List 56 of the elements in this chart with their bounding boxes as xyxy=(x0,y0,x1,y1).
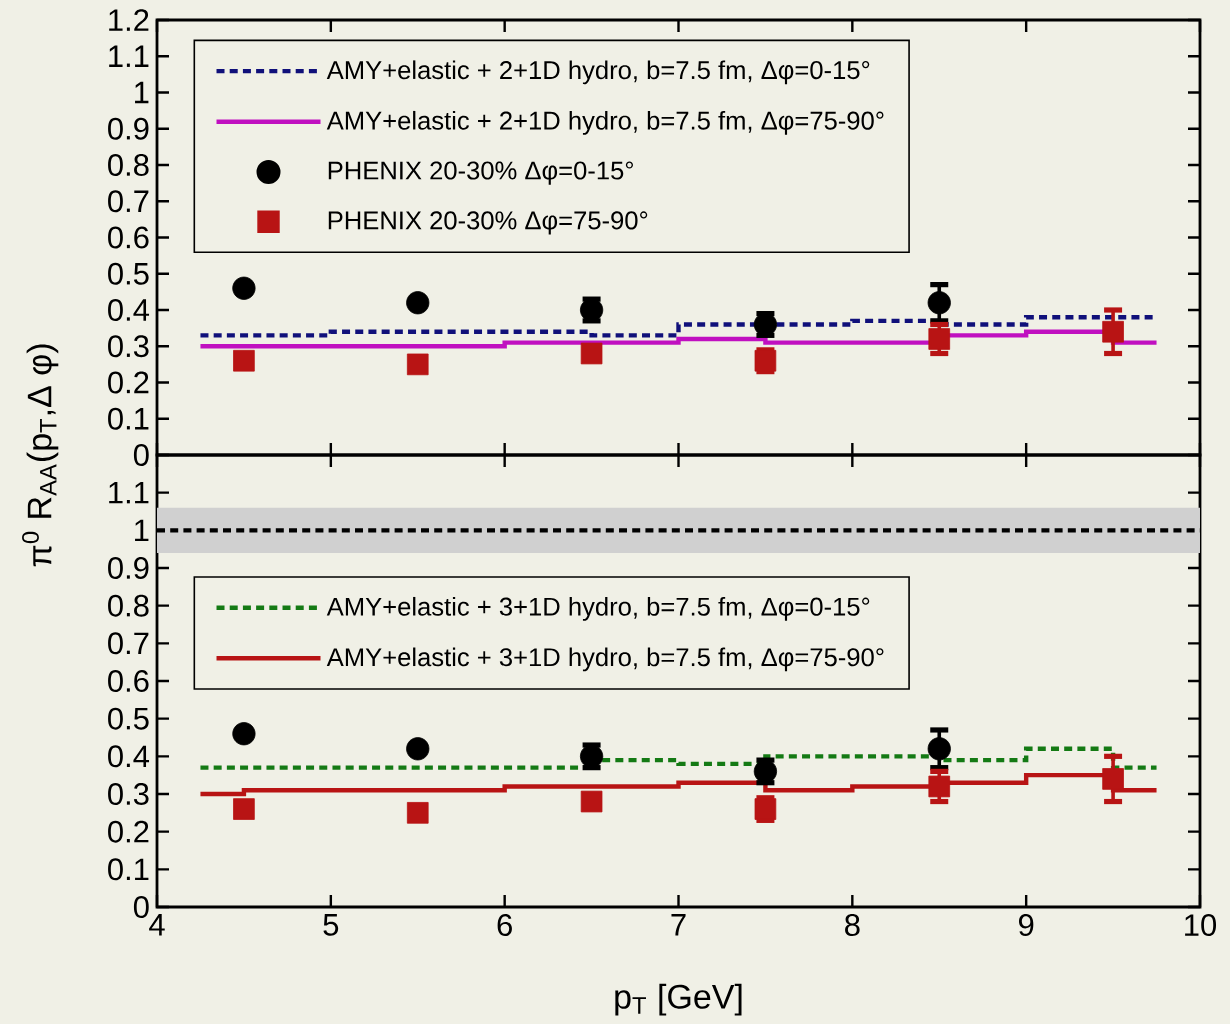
y-tick-label: 0.3 xyxy=(108,335,149,358)
legend-label: PHENIX 20-30% Δφ=75-90° xyxy=(328,211,648,235)
y-tick-label: 0.5 xyxy=(108,262,149,285)
point xyxy=(232,722,256,746)
point xyxy=(580,790,603,813)
y-tick-label: 0.8 xyxy=(108,154,149,176)
x-tick-label: 5 xyxy=(323,914,339,936)
point xyxy=(406,802,429,824)
point xyxy=(1102,320,1124,343)
point xyxy=(928,775,951,798)
y-tick-label: 0.5 xyxy=(108,707,149,730)
point xyxy=(580,342,603,365)
x-axis-title: p$_{T}$ [GeV] xyxy=(615,983,742,1016)
y-tick-label: 0 xyxy=(133,896,149,918)
point xyxy=(232,276,256,300)
x-tick-label: 6 xyxy=(497,914,512,937)
point xyxy=(406,353,429,376)
y-tick-label: 0.2 xyxy=(108,820,149,843)
x-tick-label: 7 xyxy=(671,914,686,936)
y-tick-label: 0.1 xyxy=(108,858,149,881)
y-tick-label: 0.6 xyxy=(108,226,149,249)
point xyxy=(927,737,951,761)
y-tick-label: 0.2 xyxy=(108,371,149,394)
legend-label: PHENIX 20-30% Δφ=0-15° xyxy=(328,161,633,185)
point xyxy=(928,328,951,350)
point xyxy=(406,291,430,315)
y-tick-label: 1.2 xyxy=(109,9,149,31)
point xyxy=(927,291,951,315)
x-tick-label: 8 xyxy=(845,914,860,937)
y-tick-label: 1 xyxy=(135,81,149,104)
x-tick-label: 4 xyxy=(149,914,165,936)
point xyxy=(406,737,430,761)
legend-label: AMY+elastic + 2+1D hydro, b=7.5 fm, Δφ=0-15° xyxy=(326,60,870,85)
y-tick-label: 1.1 xyxy=(109,482,149,504)
y-tick-label: 0.7 xyxy=(108,632,149,655)
y-tick-label: 0.1 xyxy=(108,407,149,430)
y-tick-label: 0.8 xyxy=(108,594,149,617)
y-tick-label: 1 xyxy=(135,519,149,541)
point xyxy=(233,349,255,372)
point xyxy=(233,798,255,820)
y-tick-label: 0.7 xyxy=(108,190,149,213)
y-axis-title: π$^{0}$ R$_{AA}$(p$_{T}$,Δ φ) xyxy=(22,344,59,567)
x-tick-label: 9 xyxy=(1018,914,1034,937)
legend-label: AMY+elastic + 2+1D hydro, b=7.5 fm, Δφ=75-90° xyxy=(326,110,884,135)
y-tick-label: 0.4 xyxy=(108,745,150,768)
y-tick-label: 0 xyxy=(133,444,149,466)
y-tick-label: 0.6 xyxy=(108,670,149,692)
x-tick-label: 10 xyxy=(1185,914,1217,937)
y-tick-label: 0.9 xyxy=(108,557,149,579)
y-tick-label: 0.3 xyxy=(108,783,149,805)
point xyxy=(1102,768,1124,790)
legend-label: AMY+elastic + 3+1D hydro, b=7.5 fm, Δφ=75-90° xyxy=(326,647,884,672)
y-tick-label: 0.4 xyxy=(108,299,150,321)
y-tick-label: 1.1 xyxy=(109,45,149,67)
legend-label: AMY+elastic + 3+1D hydro, b=7.5 fm, Δφ=0-15° xyxy=(326,596,870,621)
y-tick-label: 0.9 xyxy=(108,117,149,140)
